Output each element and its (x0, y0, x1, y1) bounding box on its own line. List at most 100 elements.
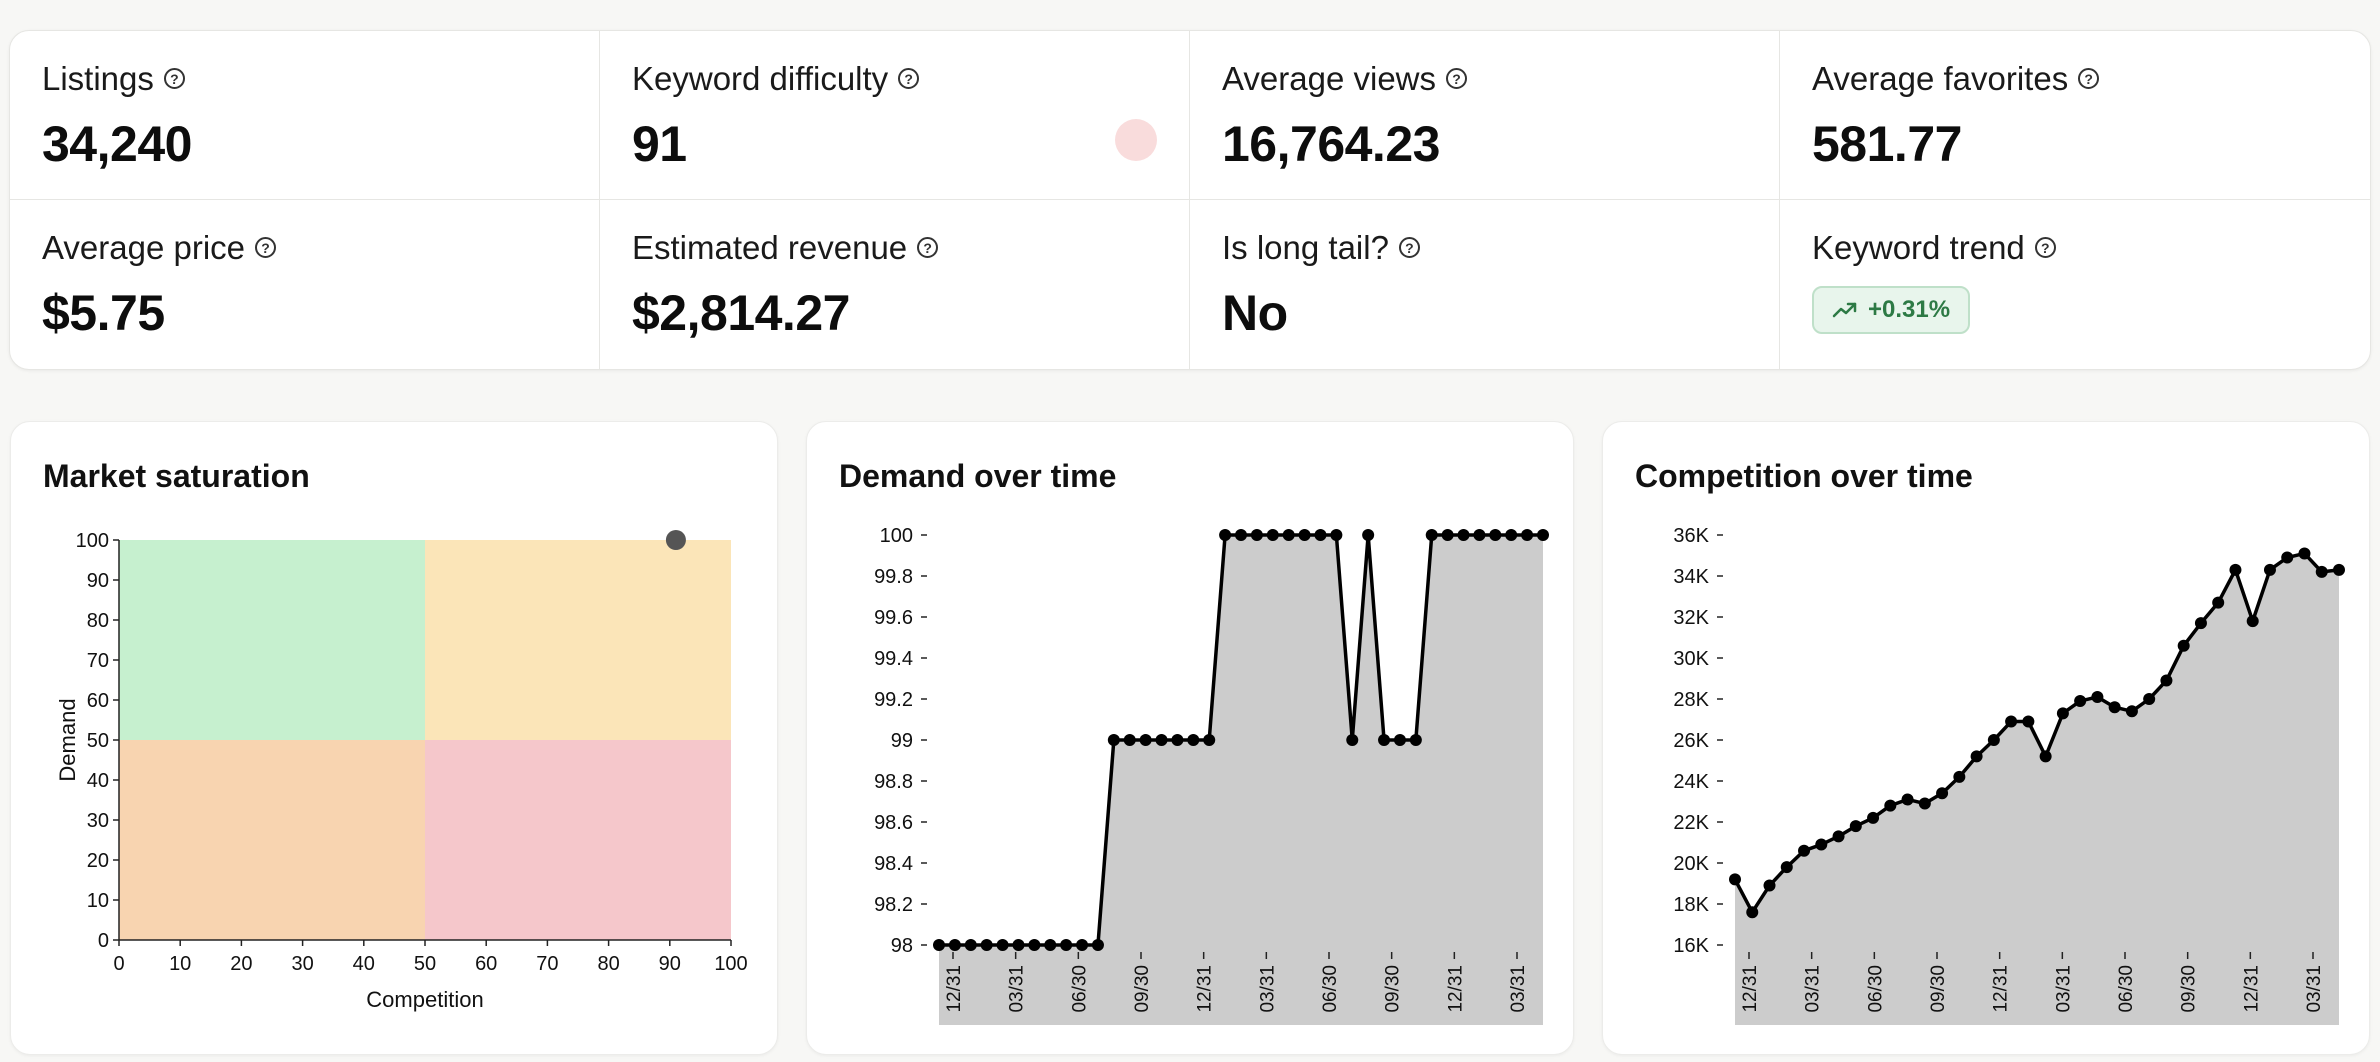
data-point (2212, 596, 2225, 609)
data-point (2333, 563, 2345, 576)
data-point (1044, 939, 1057, 951)
stat-value: $2,814.27 (632, 284, 850, 341)
x-tick-label: 70 (536, 953, 558, 975)
data-point (1187, 734, 1200, 746)
data-point (2005, 715, 2018, 728)
data-point (2143, 693, 2156, 705)
data-point (1123, 734, 1136, 746)
y-tick-label: 98.4 (874, 853, 913, 875)
help-icon[interactable]: ? (163, 68, 185, 90)
data-point (2108, 701, 2121, 714)
help-icon[interactable]: ? (2034, 237, 2056, 259)
help-icon[interactable]: ? (2078, 68, 2100, 90)
chart-title: Market saturation (43, 458, 310, 494)
data-point (2125, 705, 2138, 718)
y-tick-label: 98 (891, 935, 913, 957)
stat-listings: Listings ? 34,240 (10, 31, 600, 200)
stat-label-text: Is long tail? (1222, 229, 1389, 266)
help-icon[interactable]: ? (1398, 237, 1420, 259)
data-point (1473, 529, 1486, 541)
data-point (1936, 787, 1949, 800)
help-icon[interactable]: ? (255, 237, 277, 259)
x-tick-label: 0 (113, 953, 124, 975)
data-point (1425, 529, 1438, 541)
x-tick-label: 90 (659, 953, 681, 975)
y-tick-label: 32K (1673, 607, 1709, 629)
data-point (2039, 750, 2052, 763)
stat-label: Keyword difficulty ? (632, 59, 1157, 99)
demand-over-time-chart: 98 98.2 98.4 98.6 98.8 99 99.2 99.4 99.6 99.8 100 1… (874, 525, 1549, 1025)
data-point (1378, 734, 1391, 746)
x-tick-label: 100 (714, 953, 747, 975)
stat-value: $5.75 (42, 284, 165, 341)
y-tick-label: 10 (87, 890, 109, 912)
y-tick-label: 18K (1673, 894, 1709, 916)
help-icon[interactable]: ? (917, 237, 939, 259)
x-tick-label: 50 (414, 953, 436, 975)
stat-keyword-trend: Keyword trend ? +0.31% (1780, 200, 2370, 369)
data-point (1091, 939, 1104, 951)
data-point (1155, 734, 1168, 746)
data-point (1028, 939, 1041, 951)
x-tick-label: 12/31 (1740, 965, 1761, 1013)
data-point (1219, 529, 1232, 541)
chart-title: Demand over time (839, 458, 1117, 494)
data-point (1901, 793, 1914, 806)
stat-label: Estimated revenue ? (632, 228, 1157, 268)
stat-label-text: Average price (42, 229, 246, 266)
help-icon[interactable]: ? (1446, 68, 1468, 90)
y-tick-label: 99.2 (874, 689, 913, 711)
x-tick-label: 20 (230, 953, 252, 975)
y-tick-label: 100 (76, 530, 109, 552)
stat-label: Is long tail? ? (1222, 228, 1747, 268)
data-point (996, 939, 1009, 951)
x-tick-label: 09/30 (1383, 965, 1404, 1013)
data-point (933, 939, 945, 951)
x-tick-label: 03/31 (1508, 965, 1529, 1013)
data-point (2056, 707, 2069, 720)
y-tick-label: 90 (87, 570, 109, 592)
data-point (2091, 690, 2104, 703)
y-tick-label: 20 (87, 850, 109, 872)
trend-badge: +0.31% (1812, 285, 1971, 334)
area-fill (1735, 553, 2339, 1025)
competition-over-time-chart: 16K 18K 20K 22K 24K 26K 28K 30K 32K 34K 36K 12/31 03… (1673, 525, 2345, 1025)
data-point (1330, 529, 1343, 541)
data-point (1918, 797, 1931, 810)
stat-average-favorites: Average favorites ? 581.77 (1780, 31, 2370, 200)
stat-average-price: Average price ? $5.75 (10, 200, 600, 369)
stat-average-views: Average views ? 16,764.23 (1190, 31, 1780, 200)
data-point (1521, 529, 1534, 541)
trend-value: +0.31% (1868, 295, 1951, 323)
x-tick-label: 03/31 (1803, 965, 1824, 1013)
stat-label-text: Average views (1222, 60, 1437, 97)
y-tick-label: 0 (98, 930, 109, 952)
y-tick-label: 60 (87, 690, 109, 712)
y-tick-label: 70 (87, 650, 109, 672)
y-tick-label: 99 (891, 730, 913, 752)
chart-title: Competition over time (1635, 458, 1973, 494)
y-tick-label: 40 (87, 770, 109, 792)
x-tick-label: 12/31 (944, 965, 965, 1013)
y-tick-label: 22K (1673, 812, 1709, 834)
x-tick-label: 03/31 (2053, 965, 2074, 1013)
data-point (1282, 529, 1295, 541)
x-tick-label: 80 (597, 953, 619, 975)
y-tick-label: 80 (87, 610, 109, 632)
y-tick-label: 30 (87, 810, 109, 832)
data-point (1746, 906, 1759, 919)
data-point (1362, 529, 1375, 541)
data-point (1867, 811, 1880, 824)
data-point (1537, 529, 1549, 541)
stats-panel: Listings ? 34,240 Keyword difficulty ? 9… (9, 30, 2371, 370)
stat-label: Average favorites ? (1812, 59, 2338, 99)
market-saturation-chart: 0 10 20 30 40 50 60 70 80 90 100 0 10 20 30 40 50 60 70 80 9… (55, 530, 748, 1012)
data-point (1849, 820, 1862, 833)
stat-value: 91 (632, 115, 687, 172)
stat-label-text: Keyword difficulty (632, 60, 889, 97)
stat-value: 34,240 (42, 115, 192, 172)
stat-value: 16,764.23 (1222, 115, 1440, 172)
stat-label: Average price ? (42, 228, 567, 268)
help-icon[interactable]: ? (898, 68, 920, 90)
stat-label: Keyword trend ? (1812, 228, 2338, 268)
